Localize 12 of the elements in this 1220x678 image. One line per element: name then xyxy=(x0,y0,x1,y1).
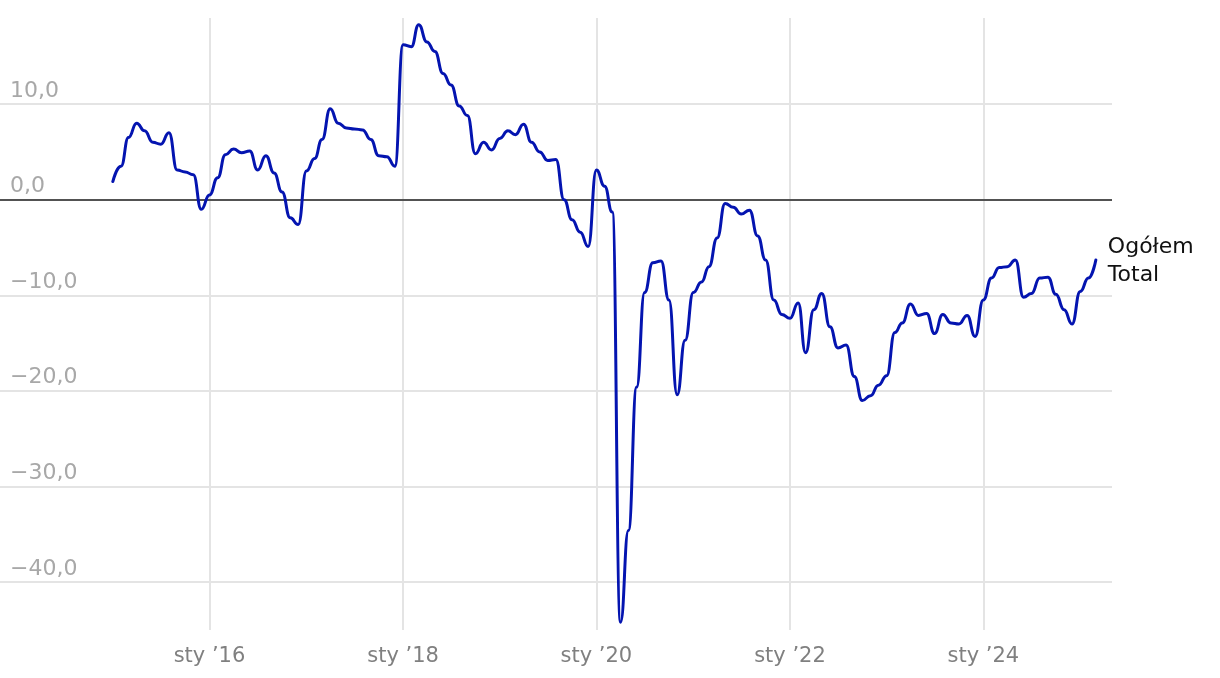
x-tick-label: sty ’22 xyxy=(754,642,826,667)
y-tick-label: 0,0 xyxy=(10,172,45,198)
y-tick-label: −10,0 xyxy=(10,267,78,293)
x-tick-label: sty ’24 xyxy=(947,642,1020,667)
y-tick-label: −20,0 xyxy=(10,363,78,389)
x-tick-label: sty ’18 xyxy=(367,642,439,667)
y-tick-label: −40,0 xyxy=(10,554,78,580)
x-tick-label: sty ’20 xyxy=(560,642,633,667)
x-tick-label: sty ’16 xyxy=(173,642,246,667)
y-tick-label: 10,0 xyxy=(10,76,59,102)
y-tick-label: −30,0 xyxy=(10,459,78,485)
series-label: Ogółem Total xyxy=(1106,233,1194,287)
